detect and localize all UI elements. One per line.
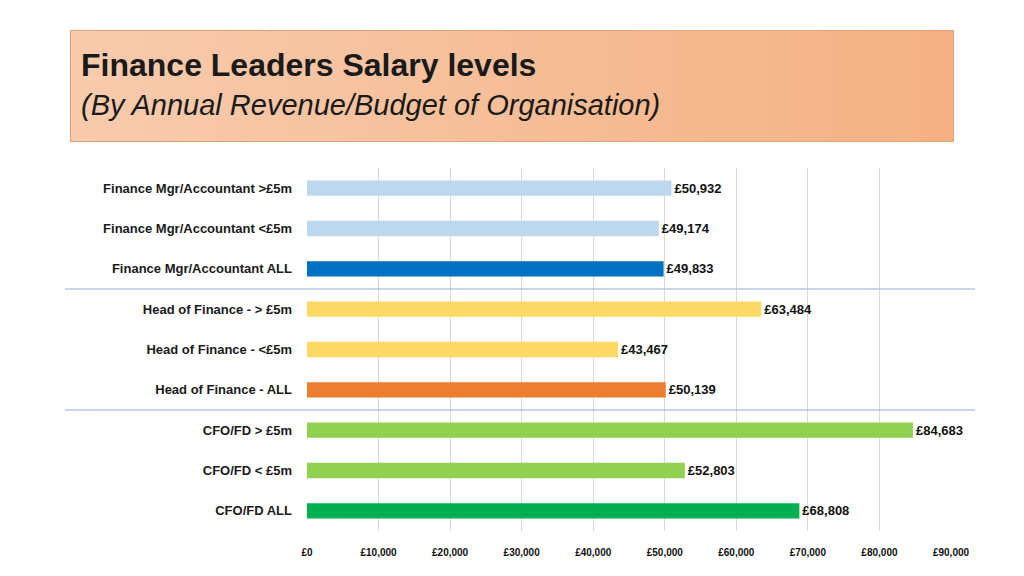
svg-text:Finance Mgr/Accountant >£5m: Finance Mgr/Accountant >£5m: [103, 181, 292, 196]
svg-text:£49,174: £49,174: [662, 221, 710, 236]
svg-text:CFO/FD ALL: CFO/FD ALL: [215, 503, 292, 518]
svg-text:£60,000: £60,000: [718, 547, 755, 558]
svg-text:Head of Finance - <£5m: Head of Finance - <£5m: [146, 342, 292, 357]
svg-text:CFO/FD > £5m: CFO/FD > £5m: [203, 423, 292, 438]
svg-text:£49,833: £49,833: [667, 261, 714, 276]
html-text:(By Annual Revenue/Budget of O: (By Annual Revenue/Budget of Organisatio…: [81, 89, 661, 121]
svg-text:£50,139: £50,139: [669, 382, 716, 397]
svg-text:£70,000: £70,000: [790, 547, 827, 558]
svg-text:£63,484: £63,484: [764, 302, 812, 317]
svg-text:Finance Mgr/Accountant <£5m: Finance Mgr/Accountant <£5m: [103, 221, 292, 236]
svg-text:£43,467: £43,467: [621, 342, 668, 357]
svg-text:£20,000: £20,000: [432, 547, 469, 558]
svg-text:£10,000: £10,000: [360, 547, 397, 558]
svg-text:£0: £0: [301, 547, 313, 558]
svg-text:£68,808: £68,808: [802, 503, 849, 518]
svg-text:Head of Finance - > £5m: Head of Finance - > £5m: [143, 302, 292, 317]
svg-text:£50,932: £50,932: [674, 181, 721, 196]
svg-text:£90,000: £90,000: [933, 547, 970, 558]
svg-text:£84,683: £84,683: [916, 423, 963, 438]
svg-text:£80,000: £80,000: [861, 547, 898, 558]
svg-text:Finance Mgr/Accountant ALL: Finance Mgr/Accountant ALL: [112, 261, 292, 276]
svg-text:£52,803: £52,803: [688, 463, 735, 478]
html-text:Finance Leaders Salary levels: Finance Leaders Salary levels: [81, 47, 537, 83]
svg-text:CFO/FD < £5m: CFO/FD < £5m: [203, 463, 292, 478]
svg-text:£40,000: £40,000: [575, 547, 612, 558]
svg-text:£50,000: £50,000: [647, 547, 684, 558]
svg-text:Head of Finance - ALL: Head of Finance - ALL: [155, 382, 292, 397]
svg-text:£30,000: £30,000: [504, 547, 541, 558]
